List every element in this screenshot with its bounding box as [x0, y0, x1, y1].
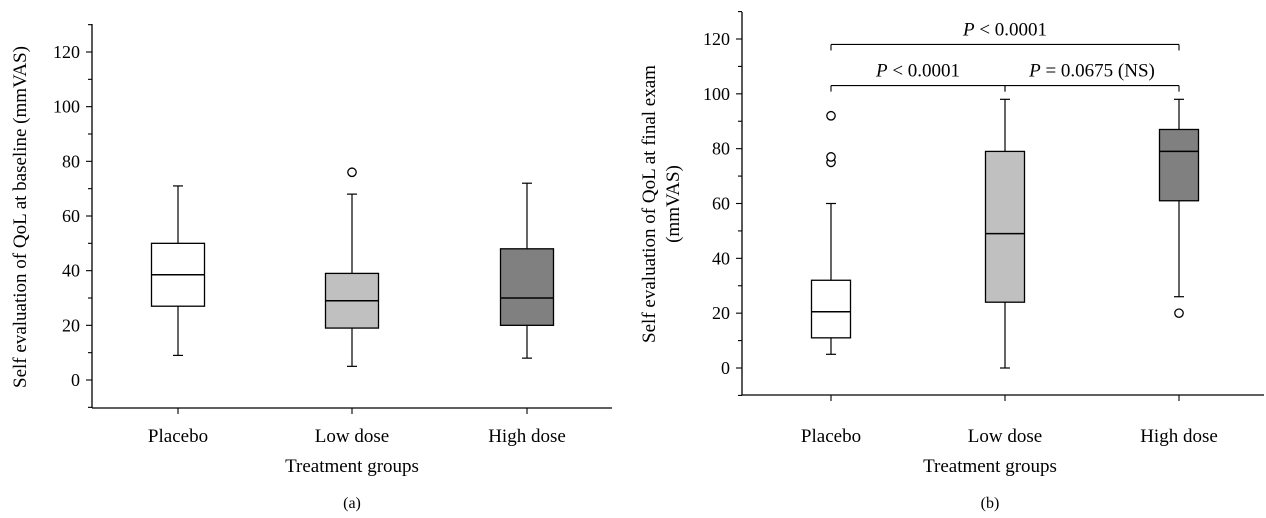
panel-a-y-tick-label: 40: [62, 261, 80, 281]
panel-a-x-tick-label-placebo: Placebo: [148, 426, 208, 447]
panel-a-y-tick-label: 80: [62, 151, 80, 171]
iqr-box: [810, 279, 852, 339]
panel-b-y-tick-label: 100: [703, 84, 730, 104]
panel-a-y-tick-label: 20: [62, 315, 80, 335]
bracket-label: P = 0.0675 (NS): [1028, 61, 1155, 82]
panel-a-caption: (a): [343, 495, 361, 512]
outlier-point: [826, 152, 836, 162]
panel-b-y-axis-label: Self evaluation of QoL at final exam (mm…: [639, 65, 684, 343]
panel-a-baseline-chart: Self evaluation of QoL at baseline (mmVA…: [10, 24, 612, 512]
panel-b-y-tick-label: 120: [703, 29, 730, 49]
panel-b-y-tick-label: 20: [712, 303, 730, 323]
panel-a-x-axis-label: Treatment groups: [285, 456, 419, 477]
panel-b-x-tick-label-high-dose: High dose: [1140, 426, 1218, 447]
panel-b-y-tick-label: 40: [712, 248, 730, 268]
iqr-box: [499, 248, 555, 326]
panel-b-x-tick-label-low-dose: Low dose: [968, 426, 1042, 447]
panel-b-x-tick-label-placebo: Placebo: [801, 426, 861, 447]
panel-a-y-axis-label-line: Self evaluation of QoL at baseline (mmVA…: [10, 46, 31, 388]
panel-b-y-axis-label-line-1: Self evaluation of QoL at final exam: [639, 65, 660, 343]
outlier-point: [1174, 308, 1184, 319]
panel-b-significance-bracket: P < 0.0001: [830, 61, 1006, 92]
panel-b-box-low-dose: [984, 98, 1026, 369]
panel-a-y-tick-label: 0: [71, 370, 80, 390]
panel-b-caption: (b): [981, 495, 1000, 512]
panel-b-significance-bracket: P = 0.0675 (NS): [1004, 61, 1180, 92]
panel-b-y-tick-label: 0: [721, 358, 730, 378]
iqr-box: [984, 150, 1026, 303]
panel-a-x-tick-label-high-dose: High dose: [488, 426, 566, 447]
bracket-label: P < 0.0001: [962, 19, 1047, 40]
panel-b-box-placebo: [810, 110, 852, 355]
panel-b-y-tick-label: 80: [712, 139, 730, 159]
panel-b-x-axis-label: Treatment groups: [923, 456, 1057, 477]
panel-a-y-tick-label: 60: [62, 206, 80, 226]
panel-b-y-axis-label-line-2: (mmVAS): [663, 165, 684, 243]
panel-a-box-placebo: [150, 185, 206, 356]
panel-b-y-tick-label: 60: [712, 194, 730, 214]
panel-a-y-axis-label: Self evaluation of QoL at baseline (mmVA…: [10, 46, 31, 388]
panel-a-box-low-dose: [324, 167, 380, 367]
bracket-label: P < 0.0001: [875, 61, 960, 82]
panel-b-final-exam-chart: Self evaluation of QoL at final exam (mm…: [639, 11, 1264, 512]
panel-a-x-tick-label-low-dose: Low dose: [315, 426, 389, 447]
outlier-point: [347, 167, 357, 178]
panel-a-box-high-dose: [499, 182, 555, 359]
outlier-point: [826, 110, 836, 121]
panel-b-box-high-dose: [1158, 98, 1200, 319]
panel-a-y-tick-label: 100: [53, 97, 80, 117]
panel-b-significance-bracket: P < 0.0001: [830, 19, 1180, 51]
iqr-box: [1158, 128, 1200, 202]
panel-a-y-tick-label: 120: [53, 42, 80, 62]
